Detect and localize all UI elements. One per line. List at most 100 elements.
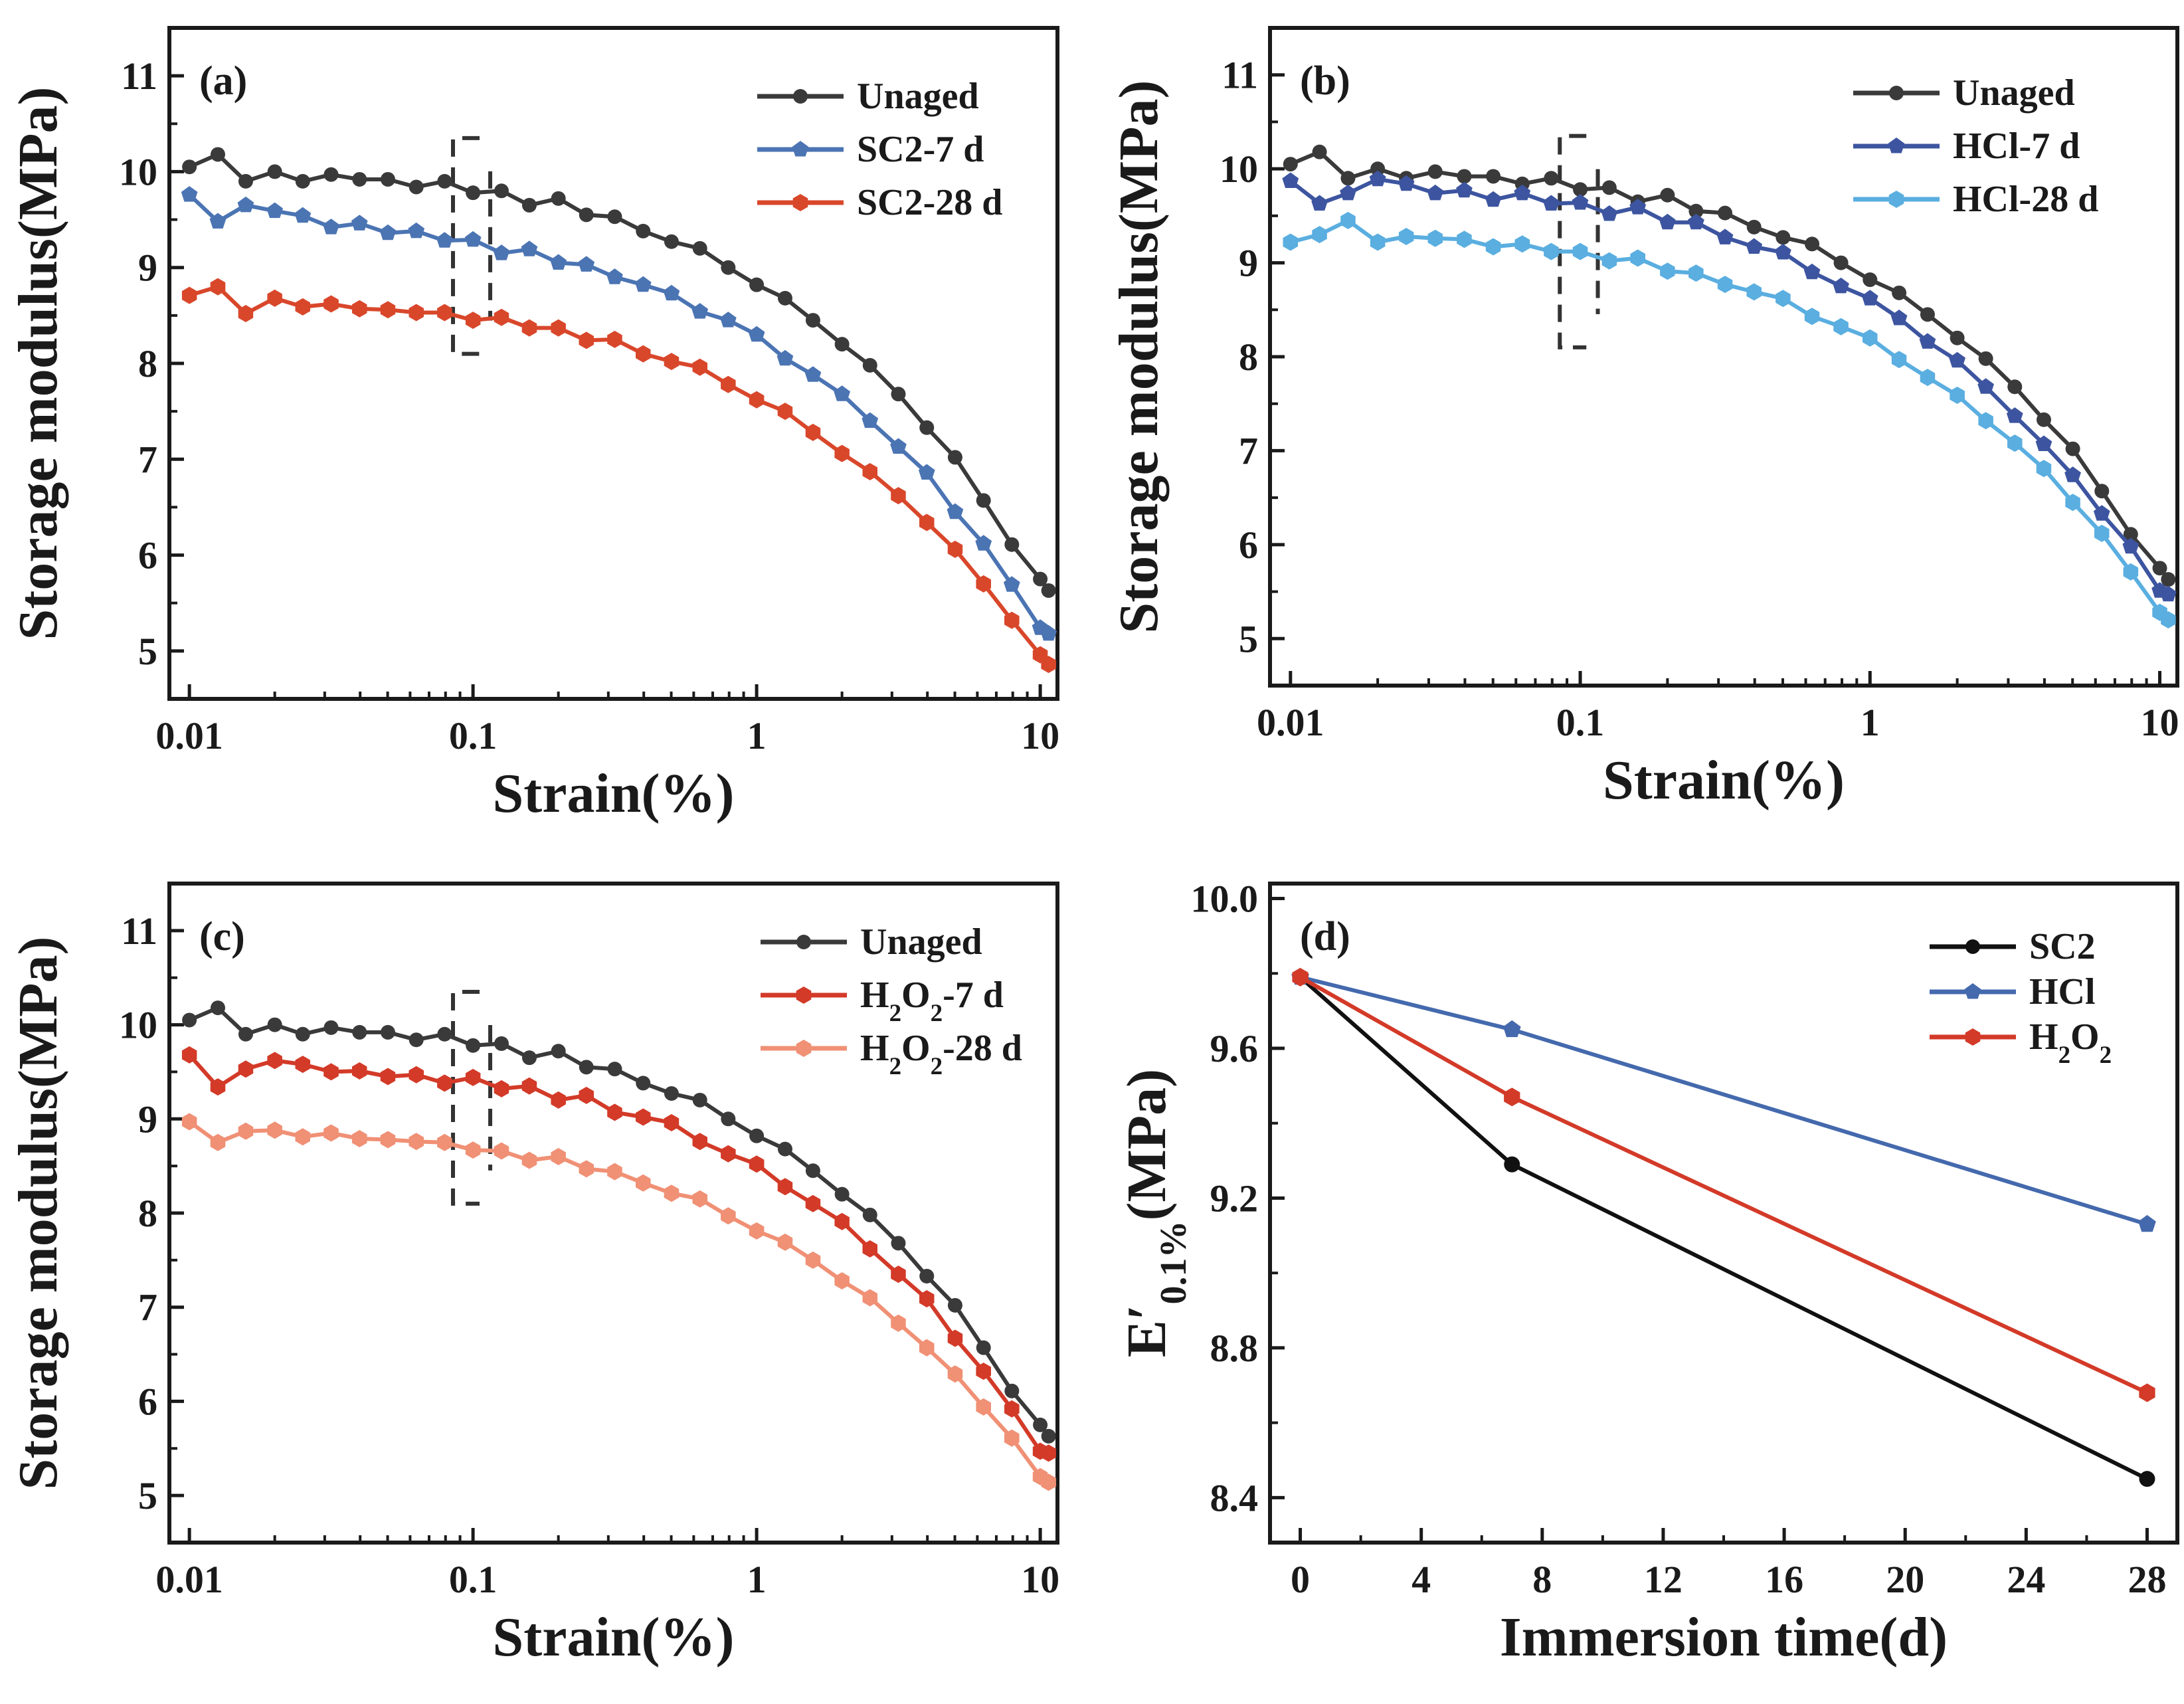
data-point <box>1369 170 1386 187</box>
data-point <box>1370 233 1386 251</box>
legend-marker <box>1965 939 1980 954</box>
data-point <box>976 1340 991 1355</box>
data-point <box>437 1074 452 1092</box>
data-point <box>437 304 452 322</box>
data-point <box>692 358 707 376</box>
data-point <box>1950 330 1965 345</box>
legend-label: H2O2 <box>2029 1016 2112 1068</box>
data-point <box>1949 351 1965 368</box>
y-tick-label: 10 <box>119 150 157 193</box>
data-point <box>1040 624 1057 641</box>
data-point <box>947 540 963 558</box>
data-point <box>834 444 850 462</box>
data-point <box>805 1251 821 1269</box>
data-point <box>607 330 622 348</box>
x-tick-label: 16 <box>1765 1558 1803 1601</box>
y-axis-title: Storage modulus(MPa) <box>7 937 69 1490</box>
data-point <box>2036 412 2051 427</box>
legend-label: Unaged <box>860 921 982 963</box>
data-point <box>607 209 622 225</box>
y-tick-label: 6 <box>138 1380 157 1423</box>
data-point <box>976 1398 991 1416</box>
data-point <box>210 1000 225 1016</box>
data-point <box>1283 233 1298 251</box>
data-point <box>294 207 312 223</box>
data-point <box>210 1133 226 1151</box>
data-point <box>295 1056 310 1074</box>
data-point <box>777 1141 792 1157</box>
data-point <box>1033 1417 1048 1432</box>
y-tick-label: 8 <box>138 342 157 385</box>
data-point <box>1543 195 1560 211</box>
data-point <box>607 1062 622 1077</box>
x-tick-label: 4 <box>1411 1558 1431 1601</box>
data-point <box>2007 434 2023 452</box>
data-point <box>805 423 821 441</box>
data-point <box>636 223 651 238</box>
data-point <box>380 1068 396 1086</box>
legend-marker <box>792 194 808 211</box>
data-point <box>1427 229 1443 247</box>
y-tick-label: 8.8 <box>1210 1327 1259 1370</box>
x-axis-title: Strain(%) <box>493 1606 735 1668</box>
data-point <box>748 326 765 342</box>
data-point <box>579 207 594 223</box>
data-point <box>2006 407 2023 423</box>
panel-d: 0 4 8 12 16 20 24 28 8.4 8.8 9.2 9.6 10.0 Immersion t… <box>1116 878 2179 1668</box>
data-point <box>409 1066 424 1084</box>
data-point <box>551 1091 566 1109</box>
legend-marker <box>793 89 808 104</box>
data-point <box>947 1329 963 1347</box>
y-tick-label: 8.4 <box>1210 1476 1259 1519</box>
x-tick-label: 0.01 <box>155 714 223 757</box>
data-point <box>2036 460 2052 478</box>
data-point <box>664 353 680 371</box>
legend-label: H2O2-7 d <box>860 975 1004 1026</box>
data-point <box>551 1044 566 1059</box>
data-point <box>976 1363 991 1380</box>
data-point <box>636 1108 651 1126</box>
data-point <box>721 375 736 393</box>
data-point <box>1311 195 1328 211</box>
data-point <box>834 1272 850 1289</box>
data-point <box>2152 561 2167 576</box>
data-point <box>1659 213 1676 230</box>
data-point <box>1485 191 1502 207</box>
data-point <box>691 303 709 319</box>
y-tick-label: 5 <box>138 1474 157 1517</box>
data-point <box>352 300 367 318</box>
x-tick-label: 8 <box>1532 1558 1552 1601</box>
data-point <box>1660 262 1675 280</box>
data-point <box>295 173 310 189</box>
x-axis-title: Strain(%) <box>493 763 735 824</box>
data-point <box>918 464 935 480</box>
data-point <box>494 1142 509 1160</box>
legend-marker <box>796 987 812 1004</box>
data-point <box>664 234 679 249</box>
data-point <box>1775 290 1791 308</box>
data-point <box>550 254 567 270</box>
data-point <box>2094 524 2110 542</box>
data-point <box>323 1063 339 1081</box>
data-point <box>1041 1473 1056 1491</box>
data-point <box>606 268 623 284</box>
data-point <box>1833 255 1849 270</box>
data-point <box>1041 1444 1056 1462</box>
data-point <box>210 147 225 162</box>
data-point <box>2161 611 2176 628</box>
data-point <box>862 1289 877 1307</box>
data-point <box>352 1024 367 1040</box>
x-tick-label: 1 <box>747 1558 767 1601</box>
legend-label: SC2-28 d <box>857 182 1002 223</box>
legend-marker <box>1888 191 1904 208</box>
series-2 <box>181 278 1056 674</box>
data-point <box>663 284 680 301</box>
data-point <box>437 173 452 189</box>
data-point <box>1688 213 1704 230</box>
data-point <box>521 240 538 256</box>
data-point <box>1004 537 1020 552</box>
dashed-bracket-left <box>450 989 480 1206</box>
y-tick-label: 6 <box>138 534 157 577</box>
